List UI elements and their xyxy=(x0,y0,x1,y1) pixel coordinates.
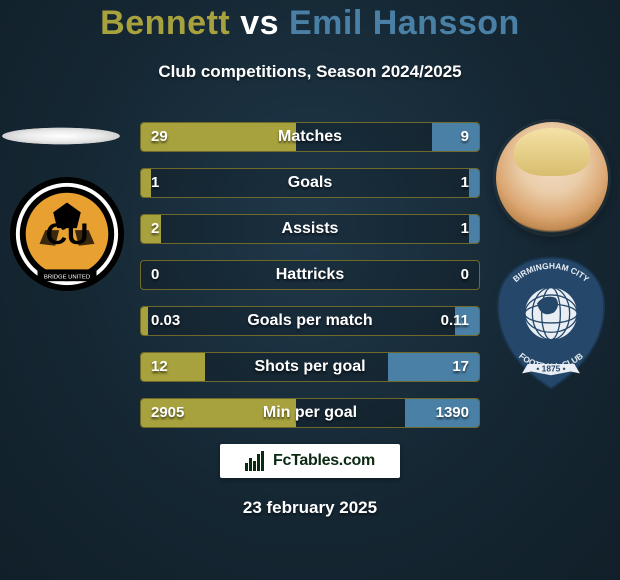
stat-row: 1217Shots per goal xyxy=(140,352,480,382)
stat-row: 11Goals xyxy=(140,168,480,198)
crest-subtext: BRIDGE UNITED xyxy=(44,274,90,280)
player2-avatar xyxy=(496,122,608,234)
page-title: Bennett vs Emil Hansson xyxy=(0,4,620,43)
bar-chart-icon xyxy=(245,451,267,471)
stat-label: Shots per goal xyxy=(141,353,479,381)
stat-label: Goals per match xyxy=(141,307,479,335)
crest-letters: CU xyxy=(46,218,89,251)
player2-club-crest: BIRMINGHAM CITY FOOTBALL CLUB • 1875 • xyxy=(488,252,614,392)
footer-brand-text: FcTables.com xyxy=(273,452,375,470)
stat-label: Matches xyxy=(141,123,479,151)
stat-label: Assists xyxy=(141,215,479,243)
stat-label: Min per goal xyxy=(141,399,479,427)
stats-table: 299Matches 11Goals 21Assists 00Hattricks 0.0… xyxy=(140,122,480,444)
stat-label: Goals xyxy=(141,169,479,197)
player2-name: Emil Hansson xyxy=(289,4,520,43)
stat-row: 299Matches xyxy=(140,122,480,152)
crest-year: • 1875 • xyxy=(536,363,565,373)
stat-row: 0.030.11Goals per match xyxy=(140,306,480,336)
stat-label: Hattricks xyxy=(141,261,479,289)
player1-name: Bennett xyxy=(100,4,230,43)
stat-row: 29051390Min per goal xyxy=(140,398,480,428)
footer-date: 23 february 2025 xyxy=(0,498,620,518)
comparison-infographic: Bennett vs Emil Hansson Club competition… xyxy=(0,0,620,580)
subtitle: Club competitions, Season 2024/2025 xyxy=(0,62,620,82)
player1-club-crest: CU BRIDGE UNITED xyxy=(8,175,126,293)
title-vs: vs xyxy=(240,4,279,43)
footer-brand-badge: FcTables.com xyxy=(220,444,400,478)
stat-row: 00Hattricks xyxy=(140,260,480,290)
player1-silhouette xyxy=(2,128,120,145)
stat-row: 21Assists xyxy=(140,214,480,244)
